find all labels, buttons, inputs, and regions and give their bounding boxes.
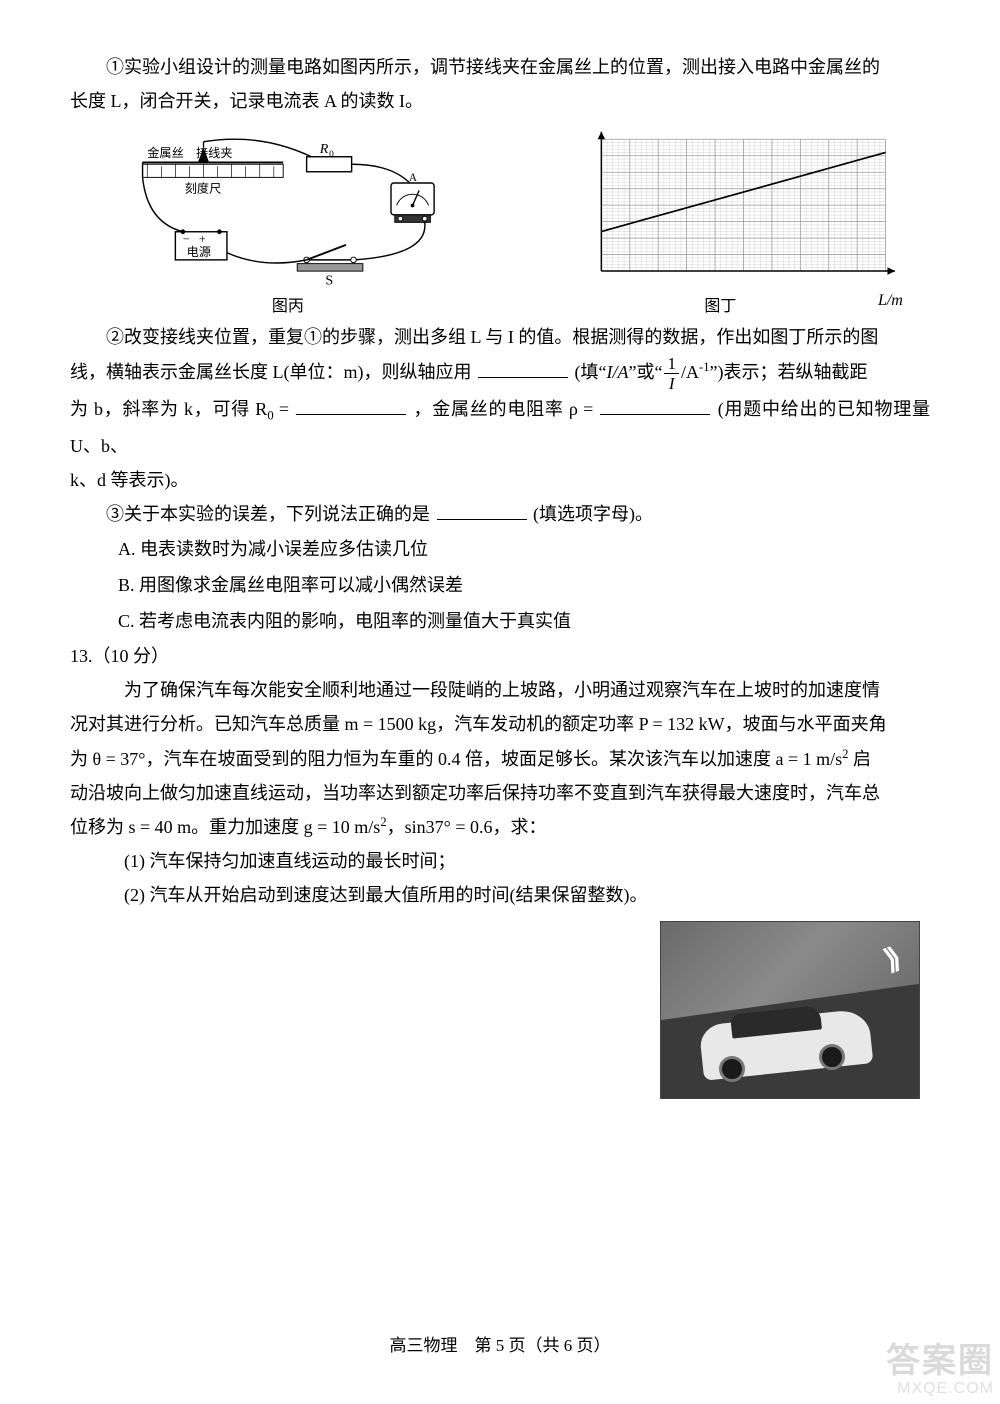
arrow-icon: ⟫	[880, 940, 906, 977]
figure-graph: 图丁 L/m	[536, 128, 930, 316]
options-list: A. 电表读数时为减小误差应多估读几位 B. 用图像求金属丝电阻率可以减小偶然误…	[70, 531, 930, 639]
t: /A	[681, 362, 699, 382]
graph-xlabel: L/m	[878, 292, 903, 316]
p2-lineA: ②改变接线夹位置，重复①的步骤，测出多组 L 与 I 的值。根据测得的数据，作出…	[70, 320, 930, 354]
blank-rho[interactable]	[600, 395, 710, 415]
t: 为 θ = 37°，汽车在坡面受到的阻力恒为车重的 0.4 倍，坡面足够长。某次…	[70, 749, 842, 769]
watermark-line2: MXQE.COM	[886, 1380, 994, 1398]
blank-option[interactable]	[437, 500, 527, 520]
t: ③关于本实验的误差，下列说法正确的是	[106, 504, 430, 524]
label-battery: 电源	[187, 246, 211, 260]
p3-q: ③关于本实验的误差，下列说法正确的是 (填选项字母)。	[70, 497, 930, 531]
caption-graph: 图丁	[704, 292, 736, 316]
t: 为 b，斜率为 k，可得 R	[70, 399, 267, 419]
blank-R0[interactable]	[296, 395, 406, 415]
p2-lineC: 为 b，斜率为 k，可得 R0 = ，金属丝的电阻率 ρ = (用题中给出的已知…	[70, 392, 930, 463]
label-switch: S	[325, 273, 333, 289]
option-A: A. 电表读数时为减小误差应多估读几位	[118, 531, 930, 567]
q13-p1e: 位移为 s = 40 m。重力加速度 g = 10 m/s2，sin37° = …	[70, 810, 930, 844]
svg-text:− +: − +	[183, 232, 206, 246]
t: ，金属丝的电阻率 ρ =	[414, 399, 594, 419]
t: =	[274, 399, 289, 419]
q13-sub2: (2) 汽车从开始启动到速度达到最大值所用的时间(结果保留整数)。	[70, 878, 930, 912]
t: ，sin37° = 0.6，求：	[387, 817, 547, 837]
page-footer: 高三物理 第 5 页（共 6 页）	[0, 1331, 1000, 1356]
car-figure: ⟫	[70, 921, 930, 1099]
blank-1[interactable]	[478, 358, 568, 378]
label-R0: R	[319, 141, 329, 157]
label-R0-sub: 0	[329, 150, 334, 160]
circuit-svg: 金属丝 接线夹 刻度尺	[70, 138, 506, 288]
label-ruler: 刻度尺	[185, 181, 222, 196]
label-ammeter: A	[409, 173, 418, 185]
q13-p1a: 为了确保汽车每次能安全顺利地通过一段陡峭的上坡路，小明通过观察汽车在上坡时的加速…	[70, 673, 930, 707]
p2-lineD: k、d 等表示)。	[70, 463, 930, 497]
watermark: 答案圈 MXQE.COM	[886, 1343, 994, 1398]
q13-p1d: 动沿坡向上做匀加速直线运动，当功率达到额定功率后保持功率不变直到汽车获得最大速度…	[70, 776, 930, 810]
q13-p1b: 况对其进行分析。已知汽车总质量 m = 1500 kg，汽车发动机的额定功率 P…	[70, 707, 930, 741]
t: 线，横轴表示金属丝长度 L(单位：m)，则纵轴应用	[70, 362, 471, 382]
t: (填“	[574, 362, 606, 382]
t: I/A	[606, 362, 628, 382]
t: ”或“	[628, 362, 662, 382]
watermark-line1: 答案圈	[886, 1343, 994, 1380]
figure-circuit: 金属丝 接线夹 刻度尺	[70, 138, 506, 316]
p1-line2: 长度 L，闭合开关，记录电流表 A 的读数 I。	[70, 84, 930, 118]
page: ①实验小组设计的测量电路如图丙所示，调节接线夹在金属丝上的位置，测出接入电路中金…	[0, 0, 1000, 1404]
graph-svg	[536, 128, 930, 288]
q13-sub1: (1) 汽车保持匀加速直线运动的最长时间；	[70, 844, 930, 878]
figure-row: 金属丝 接线夹 刻度尺	[70, 128, 930, 316]
t: 位移为 s = 40 m。重力加速度 g = 10 m/s	[70, 817, 380, 837]
fraction-1overI: 1I	[664, 355, 679, 392]
t: (填选项字母)。	[533, 504, 653, 524]
option-C: C. 若考虑电流表内阻的影响，电阻率的测量值大于真实值	[118, 603, 930, 639]
car-image-placeholder: ⟫	[660, 921, 920, 1099]
p1-line1: ①实验小组设计的测量电路如图丙所示，调节接线夹在金属丝上的位置，测出接入电路中金…	[70, 50, 930, 84]
label-wire: 金属丝	[147, 145, 184, 160]
p2-lineB: 线，横轴表示金属丝长度 L(单位：m)，则纵轴应用 (填“I/A”或“1I/A-…	[70, 355, 930, 392]
t: -1	[699, 360, 710, 374]
caption-circuit: 图丙	[272, 292, 304, 316]
option-B: B. 用图像求金属丝电阻率可以减小偶然误差	[118, 567, 930, 603]
q13-num: 13.（10 分）	[70, 639, 930, 673]
t: 启	[848, 749, 871, 769]
t: ”)表示；若纵轴截距	[710, 362, 868, 382]
q13-p1c: 为 θ = 37°，汽车在坡面受到的阻力恒为车重的 0.4 倍，坡面足够长。某次…	[70, 742, 930, 776]
